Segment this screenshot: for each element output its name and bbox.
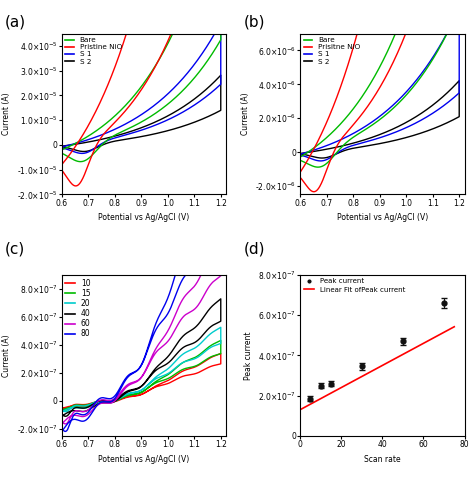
X-axis label: Potential vs Ag/AgCl (V): Potential vs Ag/AgCl (V) [98,455,190,464]
Text: (b): (b) [244,14,265,29]
X-axis label: Scan rate: Scan rate [364,455,401,464]
Legend: Bare, Prisitne NiO, S 1, S 2: Bare, Prisitne NiO, S 1, S 2 [304,37,360,65]
X-axis label: Potential vs Ag/AgCl (V): Potential vs Ag/AgCl (V) [337,213,428,222]
Text: (a): (a) [5,14,26,29]
Y-axis label: Current (A): Current (A) [241,93,250,135]
Legend: 10, 15, 20, 40, 60, 80: 10, 15, 20, 40, 60, 80 [65,279,91,339]
Y-axis label: Peak current: Peak current [244,331,253,380]
Y-axis label: Current (A): Current (A) [2,93,11,135]
Y-axis label: Current (A): Current (A) [2,334,11,376]
Legend: Bare, Pristine NiO, S 1, S 2: Bare, Pristine NiO, S 1, S 2 [65,37,122,65]
Text: (d): (d) [244,242,265,257]
X-axis label: Potential vs Ag/AgCl (V): Potential vs Ag/AgCl (V) [98,213,190,222]
Legend: Peak current, Linear Fit ofPeak current: Peak current, Linear Fit ofPeak current [303,278,405,293]
Text: (c): (c) [5,242,25,257]
